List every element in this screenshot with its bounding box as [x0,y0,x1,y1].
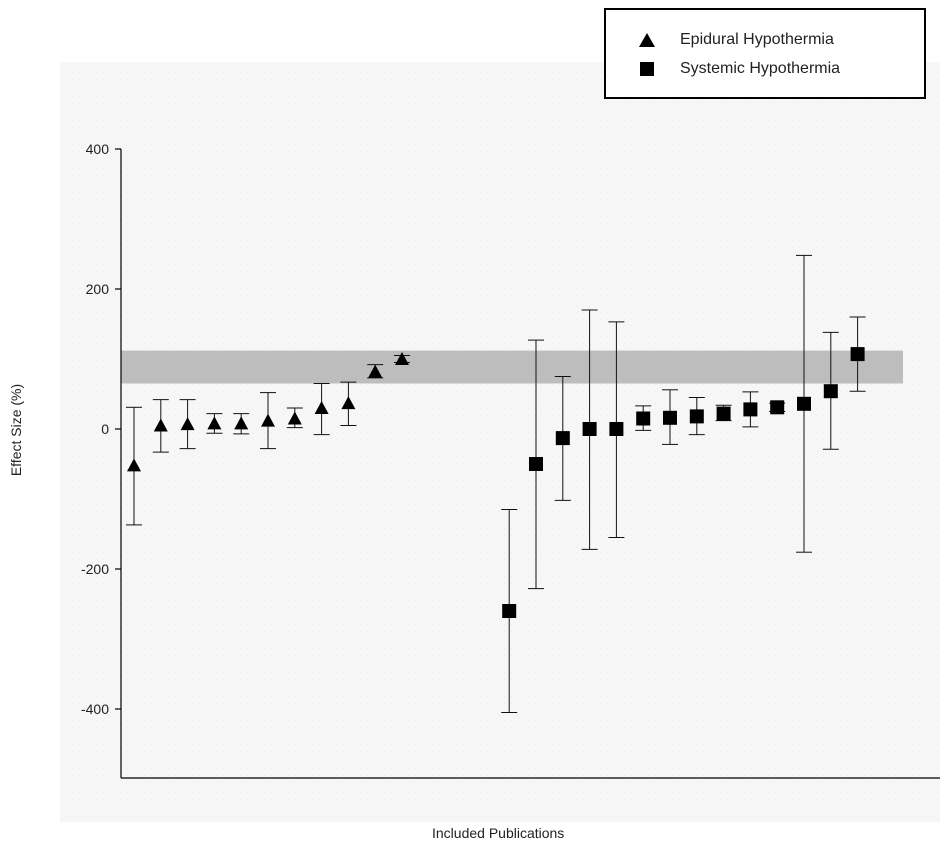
data-markers [127,347,865,618]
data-point-epidural [180,417,195,431]
data-point-epidural [341,396,356,410]
data-point-systemic [850,347,865,362]
legend-label-epidural: Epidural Hypothermia [680,31,834,48]
data-point-systemic [797,396,811,411]
y-tick-label: -400 [81,701,109,717]
data-point-systemic [743,402,758,417]
axes: 400 200 0 -200 -400 [81,141,940,779]
data-point-systemic [716,406,731,421]
data-point-systemic [555,431,570,446]
y-tick-label: 400 [86,141,110,157]
data-point-epidural [287,411,302,425]
reference-band [121,350,903,384]
data-point-epidural [234,416,249,430]
x-axis-label: Included Publications [432,825,565,841]
y-axis-label: Effect Size (%) [8,383,24,477]
data-point-epidural [153,418,168,432]
legend-item-epidural: Epidural Hypothermia [636,27,834,53]
legend-item-systemic: Systemic Hypothermia [636,56,840,82]
plot-background [60,62,940,822]
data-point-epidural [395,352,409,365]
data-point-epidural [207,416,222,430]
data-point-epidural [314,401,329,414]
data-point-systemic [609,422,624,436]
y-tick-label: 200 [86,281,110,297]
data-point-epidural [261,413,275,427]
data-point-systemic [689,409,704,424]
y-tick-label: -200 [81,561,109,577]
data-point-systemic [663,410,677,425]
triangle-marker-icon [636,29,658,51]
data-point-systemic [823,384,838,399]
data-point-epidural [368,364,383,378]
square-marker-icon [636,58,658,80]
data-point-systemic [582,422,597,436]
data-point-systemic [770,400,785,415]
data-point-systemic [502,604,517,618]
data-point-systemic [636,411,651,426]
data-point-systemic [529,457,543,471]
legend: Epidural Hypothermia Systemic Hypothermi… [604,8,926,99]
data-point-epidural [127,458,141,472]
reference-band-layer [121,350,903,384]
legend-label-systemic: Systemic Hypothermia [680,60,841,77]
y-tick-label: 0 [101,421,109,437]
